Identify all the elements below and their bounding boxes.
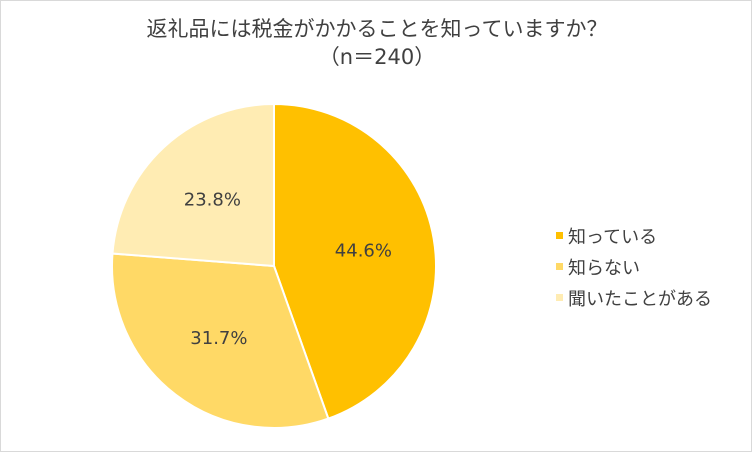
chart-title-line-1: 返礼品には税金がかかることを知っていますか？ — [146, 17, 608, 41]
legend-swatch-unknown — [556, 263, 563, 270]
chart-subtitle: （n＝240） — [318, 45, 436, 69]
legend: 知っている 知らない 聞いたことがある — [556, 220, 712, 313]
legend-item-known: 知っている — [556, 220, 712, 251]
pie-slice-known — [273, 102, 437, 420]
legend-swatch-known — [556, 232, 563, 239]
legend-label-heard: 聞いたことがある — [568, 288, 712, 310]
legend-item-heard: 聞いたことがある — [556, 282, 712, 313]
legend-label-unknown: 知らない — [568, 257, 640, 279]
legend-swatch-heard — [556, 294, 563, 301]
pie-slice-unknown — [111, 252, 330, 429]
chart-title: 返礼品には税金がかかることを知っていますか？ （n＝240） — [1, 15, 752, 71]
data-label-unknown: 31.7% — [190, 328, 247, 349]
data-label-known: 44.6% — [335, 241, 392, 262]
pie-slice-heard — [111, 102, 275, 268]
legend-label-known: 知っている — [568, 226, 658, 248]
data-label-heard: 23.8% — [184, 189, 241, 210]
legend-item-unknown: 知らない — [556, 251, 712, 282]
